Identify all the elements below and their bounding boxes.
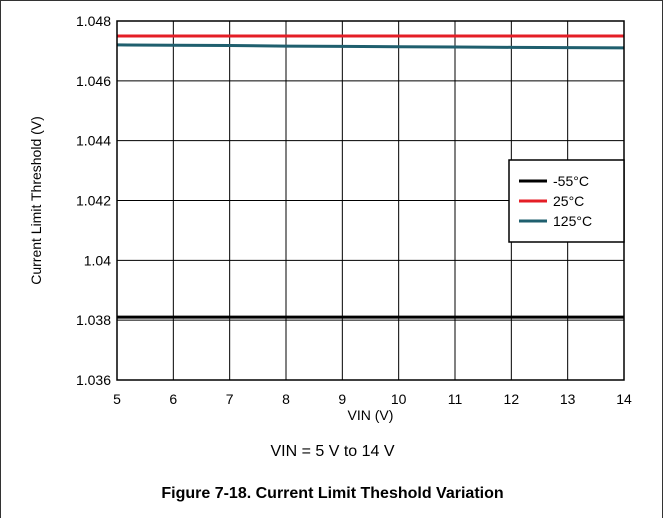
x-tick-label: 14 [616, 391, 632, 407]
legend-label: 25°C [553, 193, 584, 209]
x-tick-label: 7 [226, 391, 234, 407]
grid [117, 21, 624, 380]
figure-caption: Figure 7-18. Current Limit Theshold Vari… [161, 485, 504, 502]
y-tick-label: 1.048 [76, 13, 111, 29]
x-axis-label: VIN (V) [348, 407, 394, 423]
x-tick-label: 6 [169, 391, 177, 407]
legend: -55°C 25°C 125°C [508, 159, 625, 243]
y-tick-label: 1.046 [76, 73, 111, 89]
y-tick-label: 1.042 [76, 193, 111, 209]
x-tick-label: 10 [391, 391, 407, 407]
series-line-125C [116, 43, 625, 50]
y-axis-label: Current Limit Threshold (V) [28, 116, 44, 285]
y-tick-label: 1.04 [84, 252, 111, 268]
test-condition-text: VIN = 5 V to 14 V [270, 443, 395, 460]
x-tick-label: 5 [113, 391, 121, 407]
x-tick-labels: 5 6 7 8 9 10 11 12 13 14 [113, 391, 632, 407]
legend-label: -55°C [553, 173, 589, 189]
x-tick-label: 8 [282, 391, 290, 407]
x-tick-label: 11 [448, 391, 463, 407]
x-tick-label: 9 [338, 391, 346, 407]
series-lines [116, 34, 625, 319]
y-tick-label: 1.038 [76, 312, 111, 328]
y-tick-label: 1.044 [76, 133, 111, 149]
x-tick-label: 12 [504, 391, 520, 407]
x-tick-label: 13 [560, 391, 576, 407]
legend-label: 125°C [553, 213, 592, 229]
chart: 1.036 1.038 1.04 1.042 1.044 1.046 1.048 5 6 7 8 9… [28, 13, 632, 423]
y-tick-labels: 1.036 1.038 1.04 1.042 1.044 1.046 1.048 [76, 13, 111, 388]
y-tick-label: 1.036 [76, 372, 111, 388]
